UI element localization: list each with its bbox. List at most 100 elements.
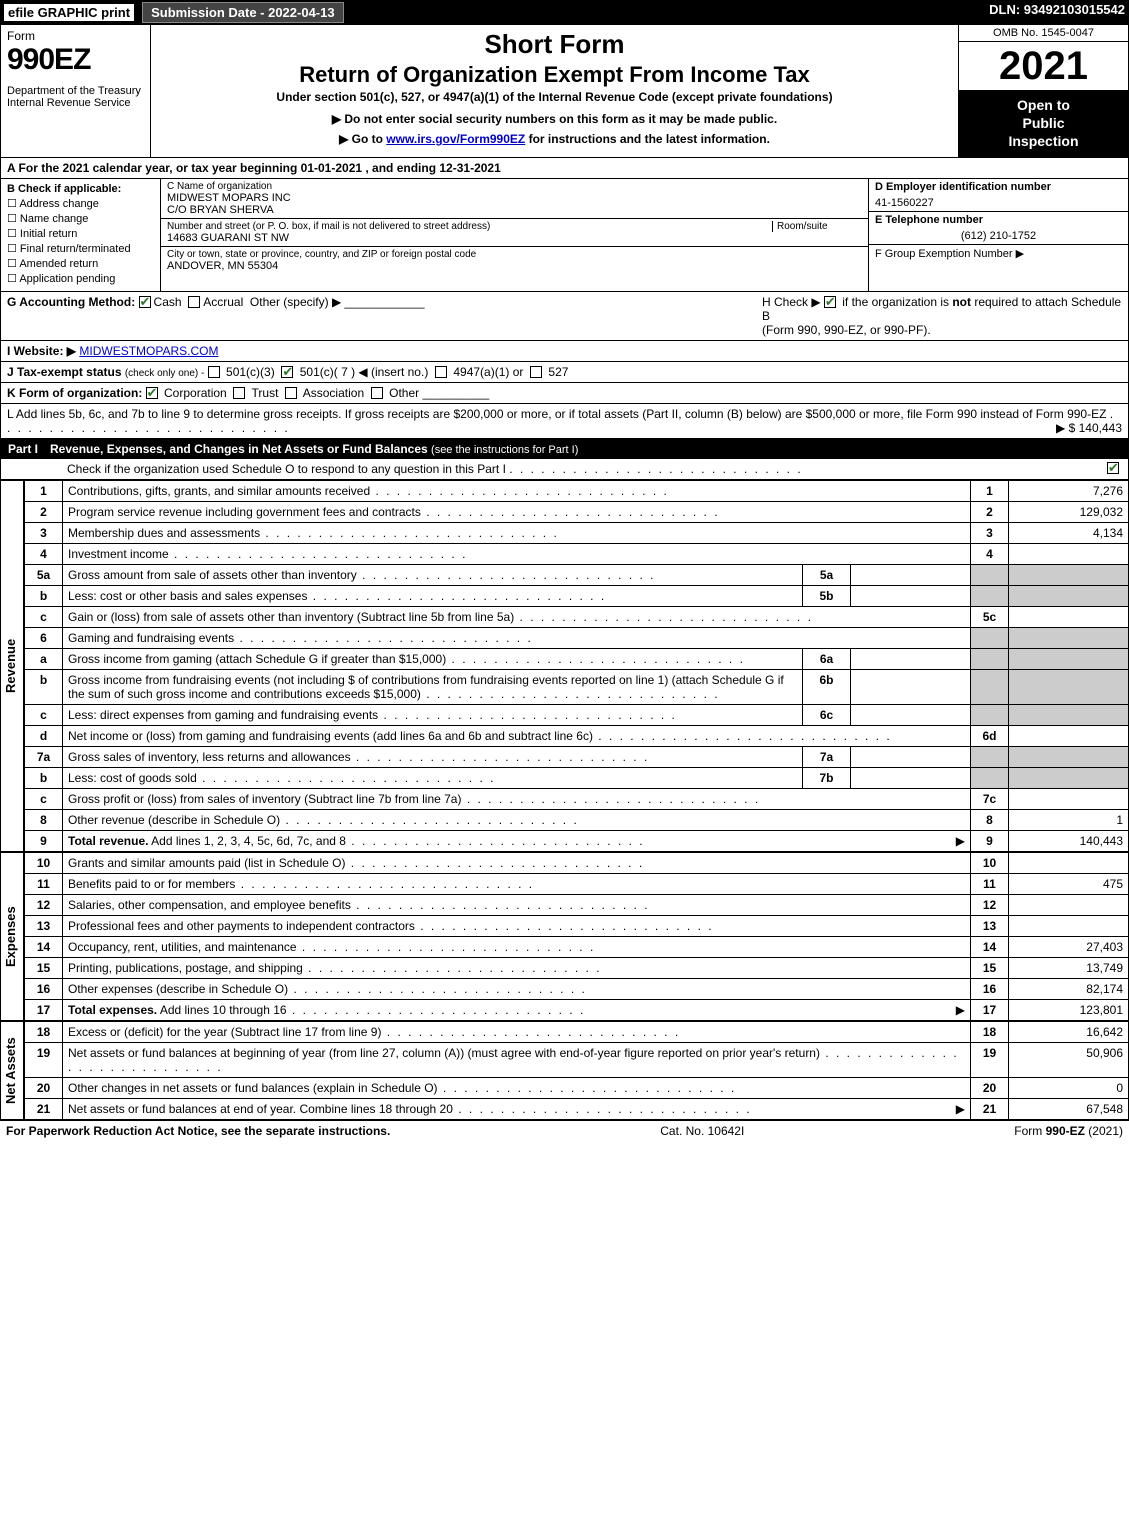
gray-cell [1009,585,1129,606]
street-value: 14683 GUARANI ST NW [167,232,772,244]
line-amount [1009,894,1129,915]
line-box-number: 15 [971,957,1009,978]
street-label: Number and street (or P. O. box, if mail… [167,221,772,232]
line-number: d [25,725,63,746]
phone-label: E Telephone number [875,214,983,226]
accounting-method: G Accounting Method: Cash Accrual Other … [7,295,425,309]
opi-2: Public [963,114,1124,132]
chk-amended[interactable]: ☐ Amended return [7,257,154,270]
col-b-title: B Check if applicable: [7,183,121,195]
row-a-tax-year: A For the 2021 calendar year, or tax yea… [0,158,1129,179]
line-number: b [25,585,63,606]
ssn-warning: ▶ Do not enter social security numbers o… [159,112,950,126]
line-description: Professional fees and other payments to … [63,915,971,936]
line-description: Printing, publications, postage, and shi… [63,957,971,978]
table-row: 7aGross sales of inventory, less returns… [25,746,1129,767]
l-text: L Add lines 5b, 6c, and 7b to line 9 to … [7,407,1106,421]
sub-line-box: 6a [803,648,851,669]
l-amount: ▶ $ 140,443 [1056,421,1122,435]
line-number: 15 [25,957,63,978]
line-amount [1009,788,1129,809]
line-number: 3 [25,522,63,543]
table-row: 10Grants and similar amounts paid (list … [25,852,1129,873]
line-box-number: 9 [971,830,1009,851]
netassets-section: Net Assets 18Excess or (deficit) for the… [0,1021,1129,1120]
chk-501c3[interactable] [208,366,220,378]
expenses-table: 10Grants and similar amounts paid (list … [24,852,1129,1021]
line-number: 13 [25,915,63,936]
gray-cell [971,669,1009,704]
table-row: aGross income from gaming (attach Schedu… [25,648,1129,669]
irs-link[interactable]: www.irs.gov/Form990EZ [386,132,525,146]
org-co: C/O BRYAN SHERVA [167,204,862,216]
table-row: 13Professional fees and other payments t… [25,915,1129,936]
table-row: 20Other changes in net assets or fund ba… [25,1077,1129,1098]
chk-schedule-o[interactable] [1107,462,1119,474]
col-b-checkboxes: B Check if applicable: ☐ Address change … [1,179,161,291]
chk-4947[interactable] [435,366,447,378]
chk-app-pending[interactable]: ☐ Application pending [7,272,154,285]
footer-left: For Paperwork Reduction Act Notice, see … [6,1124,390,1138]
line-number: c [25,606,63,627]
table-row: bGross income from fundraising events (n… [25,669,1129,704]
chk-accrual[interactable] [188,296,200,308]
gray-cell [971,704,1009,725]
line-number: 17 [25,999,63,1020]
line-description: Net assets or fund balances at beginning… [63,1042,971,1077]
chk-501c[interactable] [281,366,293,378]
chk-initial-return[interactable]: ☐ Initial return [7,227,154,240]
chk-527[interactable] [530,366,542,378]
gray-cell [1009,746,1129,767]
chk-h[interactable] [824,296,836,308]
line-number: c [25,704,63,725]
row-k-form-org: K Form of organization: Corporation Trus… [0,383,1129,404]
open-public-inspection: Open to Public Inspection [959,90,1128,157]
gray-cell [1009,564,1129,585]
j-label: J Tax-exempt status [7,365,122,379]
chk-trust[interactable] [233,387,245,399]
chk-corp[interactable] [146,387,158,399]
line-description: Less: direct expenses from gaming and fu… [63,704,803,725]
ein-label: D Employer identification number [875,181,1051,193]
line-box-number: 7c [971,788,1009,809]
efile-label[interactable]: efile GRAPHIC print [4,4,134,21]
table-row: 9Total revenue. Add lines 1, 2, 3, 4, 5c… [25,830,1129,851]
sub-line-box: 6b [803,669,851,704]
line-box-number: 21 [971,1098,1009,1119]
row-l-gross-receipts: L Add lines 5b, 6c, and 7b to line 9 to … [0,404,1129,439]
line-number: c [25,788,63,809]
table-row: cLess: direct expenses from gaming and f… [25,704,1129,725]
line-number: 19 [25,1042,63,1077]
line-number: 8 [25,809,63,830]
chk-final-return[interactable]: ☐ Final return/terminated [7,242,154,255]
org-name-label: C Name of organization [167,181,862,192]
sub-line-amount [851,704,971,725]
website-link[interactable]: MIDWESTMOPARS.COM [79,344,218,358]
chk-other[interactable] [371,387,383,399]
line-amount [1009,606,1129,627]
group-exemption-label: F Group Exemption Number ▶ [875,248,1024,260]
table-row: cGross profit or (loss) from sales of in… [25,788,1129,809]
line-amount: 13,749 [1009,957,1129,978]
gray-cell [971,627,1009,648]
line-description: Total expenses. Add lines 10 through 16 … [63,999,971,1020]
sub-line-box: 5b [803,585,851,606]
chk-name-change[interactable]: ☐ Name change [7,212,154,225]
line-box-number: 11 [971,873,1009,894]
chk-address-change[interactable]: ☐ Address change [7,197,154,210]
line-amount: 82,174 [1009,978,1129,999]
chk-cash[interactable] [139,296,151,308]
part-1-label: Part I [8,442,38,456]
table-row: 2Program service revenue including gover… [25,501,1129,522]
line-description: Salaries, other compensation, and employ… [63,894,971,915]
line-number: 4 [25,543,63,564]
gray-cell [1009,704,1129,725]
line-box-number: 12 [971,894,1009,915]
line-number: 5a [25,564,63,585]
goto-line: ▶ Go to www.irs.gov/Form990EZ for instru… [159,132,950,146]
line-description: Investment income [63,543,971,564]
line-description: Gain or (loss) from sale of assets other… [63,606,971,627]
i-label: I Website: ▶ [7,344,76,358]
line-number: b [25,669,63,704]
chk-assoc[interactable] [285,387,297,399]
